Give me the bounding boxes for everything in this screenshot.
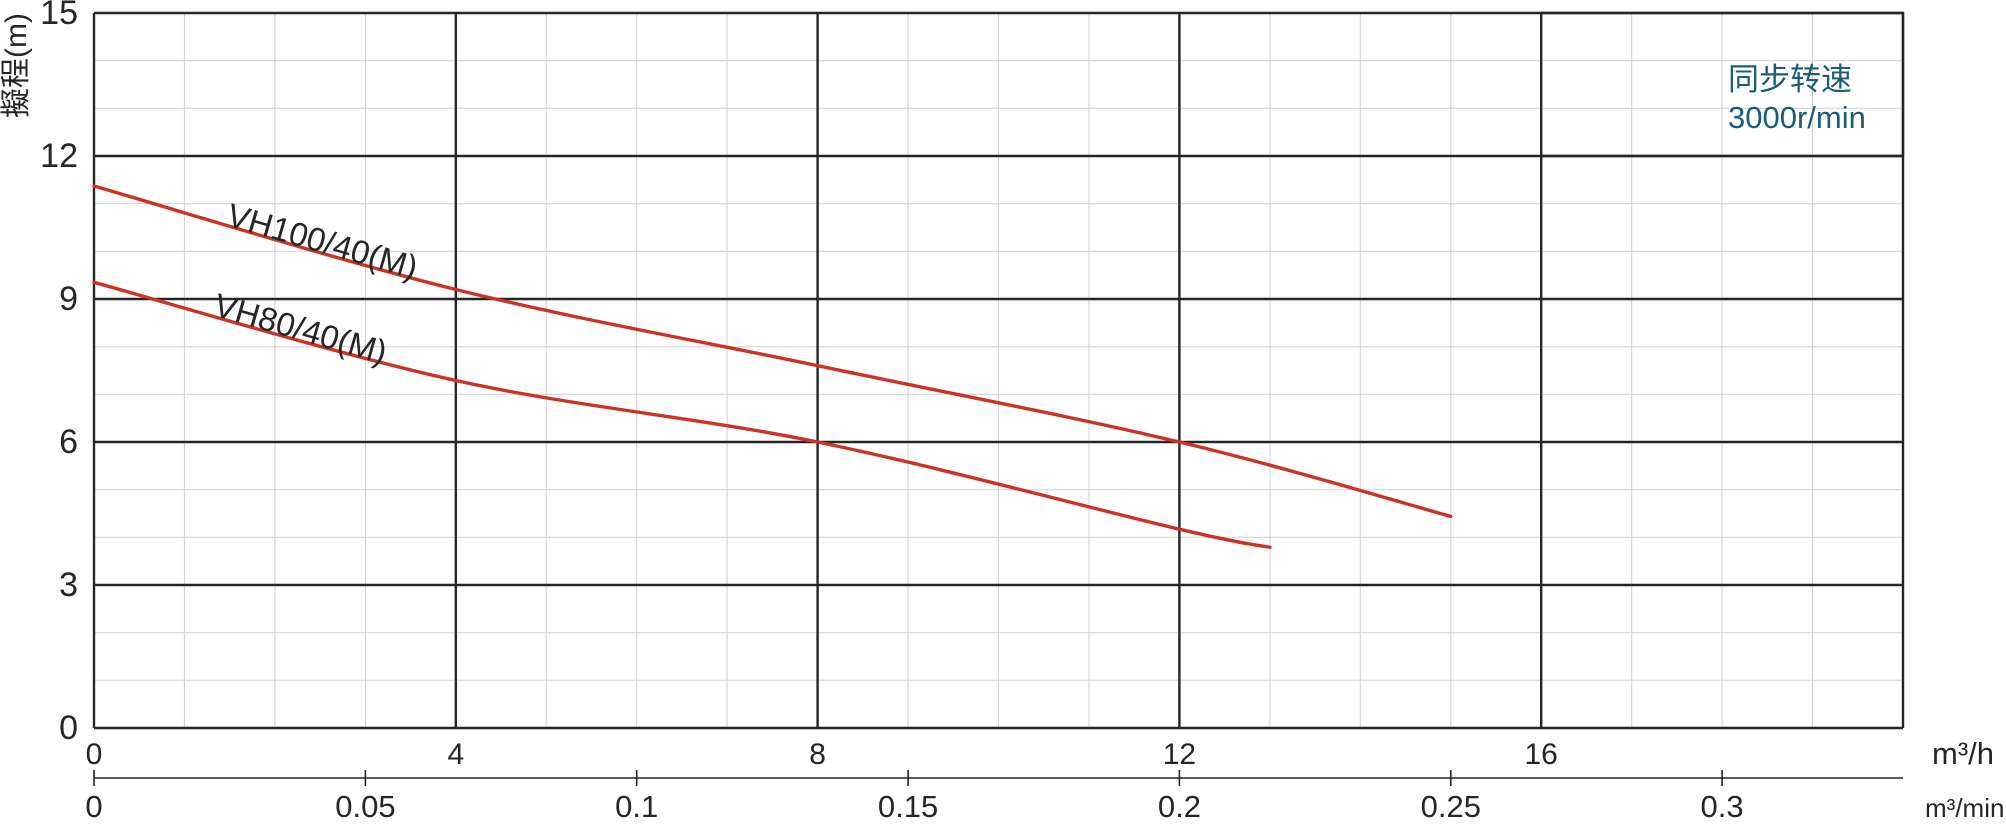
svg-text:0.15: 0.15 bbox=[878, 789, 938, 824]
svg-text:15: 15 bbox=[40, 0, 78, 32]
svg-text:m³/min: m³/min bbox=[1925, 793, 2004, 823]
svg-text:0: 0 bbox=[85, 789, 102, 824]
svg-text:m³/h: m³/h bbox=[1932, 736, 1994, 771]
svg-text:擬程(m): 擬程(m) bbox=[0, 13, 33, 118]
svg-text:8: 8 bbox=[809, 738, 826, 771]
svg-text:16: 16 bbox=[1525, 738, 1558, 771]
svg-text:0.1: 0.1 bbox=[615, 789, 658, 824]
svg-text:0.25: 0.25 bbox=[1421, 789, 1481, 824]
svg-text:VH100/40(M): VH100/40(M) bbox=[223, 196, 422, 286]
svg-text:0.3: 0.3 bbox=[1701, 789, 1744, 824]
svg-text:3000r/min: 3000r/min bbox=[1728, 100, 1866, 135]
svg-text:12: 12 bbox=[1163, 738, 1196, 771]
svg-text:6: 6 bbox=[59, 423, 78, 461]
svg-text:4: 4 bbox=[447, 738, 464, 771]
svg-text:9: 9 bbox=[59, 280, 78, 318]
svg-text:0.05: 0.05 bbox=[335, 789, 395, 824]
svg-text:0: 0 bbox=[86, 738, 103, 771]
svg-text:同步转速: 同步转速 bbox=[1728, 62, 1852, 97]
svg-text:0: 0 bbox=[59, 709, 78, 747]
svg-text:12: 12 bbox=[40, 137, 78, 175]
svg-text:0.2: 0.2 bbox=[1158, 789, 1201, 824]
svg-text:3: 3 bbox=[59, 566, 78, 604]
